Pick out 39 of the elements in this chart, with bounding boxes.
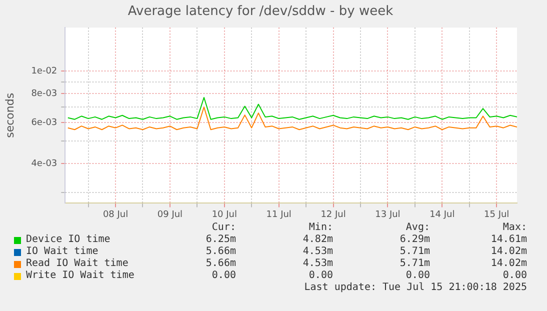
chart-title: Average latency for /dev/sddw - by week — [128, 4, 394, 20]
text: 4.53m — [302, 246, 333, 258]
text: 5.66m — [206, 246, 236, 258]
text: 6.25m — [206, 234, 236, 246]
text: Min: — [308, 222, 333, 234]
text: Max: — [502, 222, 527, 234]
y-tick-label: 1e-02 — [31, 66, 58, 76]
x-tick-label: 11 Jul — [266, 210, 292, 220]
legend-label: IO Wait time — [26, 246, 98, 258]
legend-label: Write IO Wait time — [26, 270, 134, 282]
text: 14.61m — [490, 234, 527, 246]
text: 6.29m — [400, 234, 430, 246]
x-tick-label: 08 Jul — [102, 210, 128, 220]
y-tick-label: 6e-03 — [31, 118, 58, 128]
legend-label: Read IO Wait time — [26, 258, 128, 270]
y-axis-title: seconds — [3, 92, 16, 138]
text: 14.02m — [490, 258, 527, 270]
text: 14.02m — [490, 246, 527, 258]
text: 5.71m — [400, 258, 430, 270]
text: 0.00 — [212, 270, 236, 282]
text: 5.66m — [206, 258, 236, 270]
text: 4.53m — [302, 258, 333, 270]
text: Last update: Tue Jul 15 21:00:18 2025 — [304, 282, 527, 294]
text: 0.00 — [502, 270, 527, 282]
x-tick-label: 10 Jul — [212, 210, 237, 220]
text: 0.00 — [406, 270, 430, 282]
text: 5.71m — [400, 246, 430, 258]
legend-label: Device IO time — [26, 234, 110, 246]
text: Cur: — [212, 222, 236, 234]
x-tick-label: 09 Jul — [157, 210, 183, 220]
x-tick-label: 15 Jul — [484, 210, 510, 220]
x-tick-label: 14 Jul — [430, 210, 455, 220]
text: Avg: — [406, 222, 430, 234]
y-tick-label: 8e-03 — [31, 88, 58, 99]
text: 4.82m — [302, 234, 333, 246]
x-tick-label: 13 Jul — [375, 210, 400, 220]
x-tick-label: 12 Jul — [320, 210, 346, 220]
y-tick-label: 4e-03 — [31, 158, 58, 169]
text: 0.00 — [308, 270, 333, 282]
